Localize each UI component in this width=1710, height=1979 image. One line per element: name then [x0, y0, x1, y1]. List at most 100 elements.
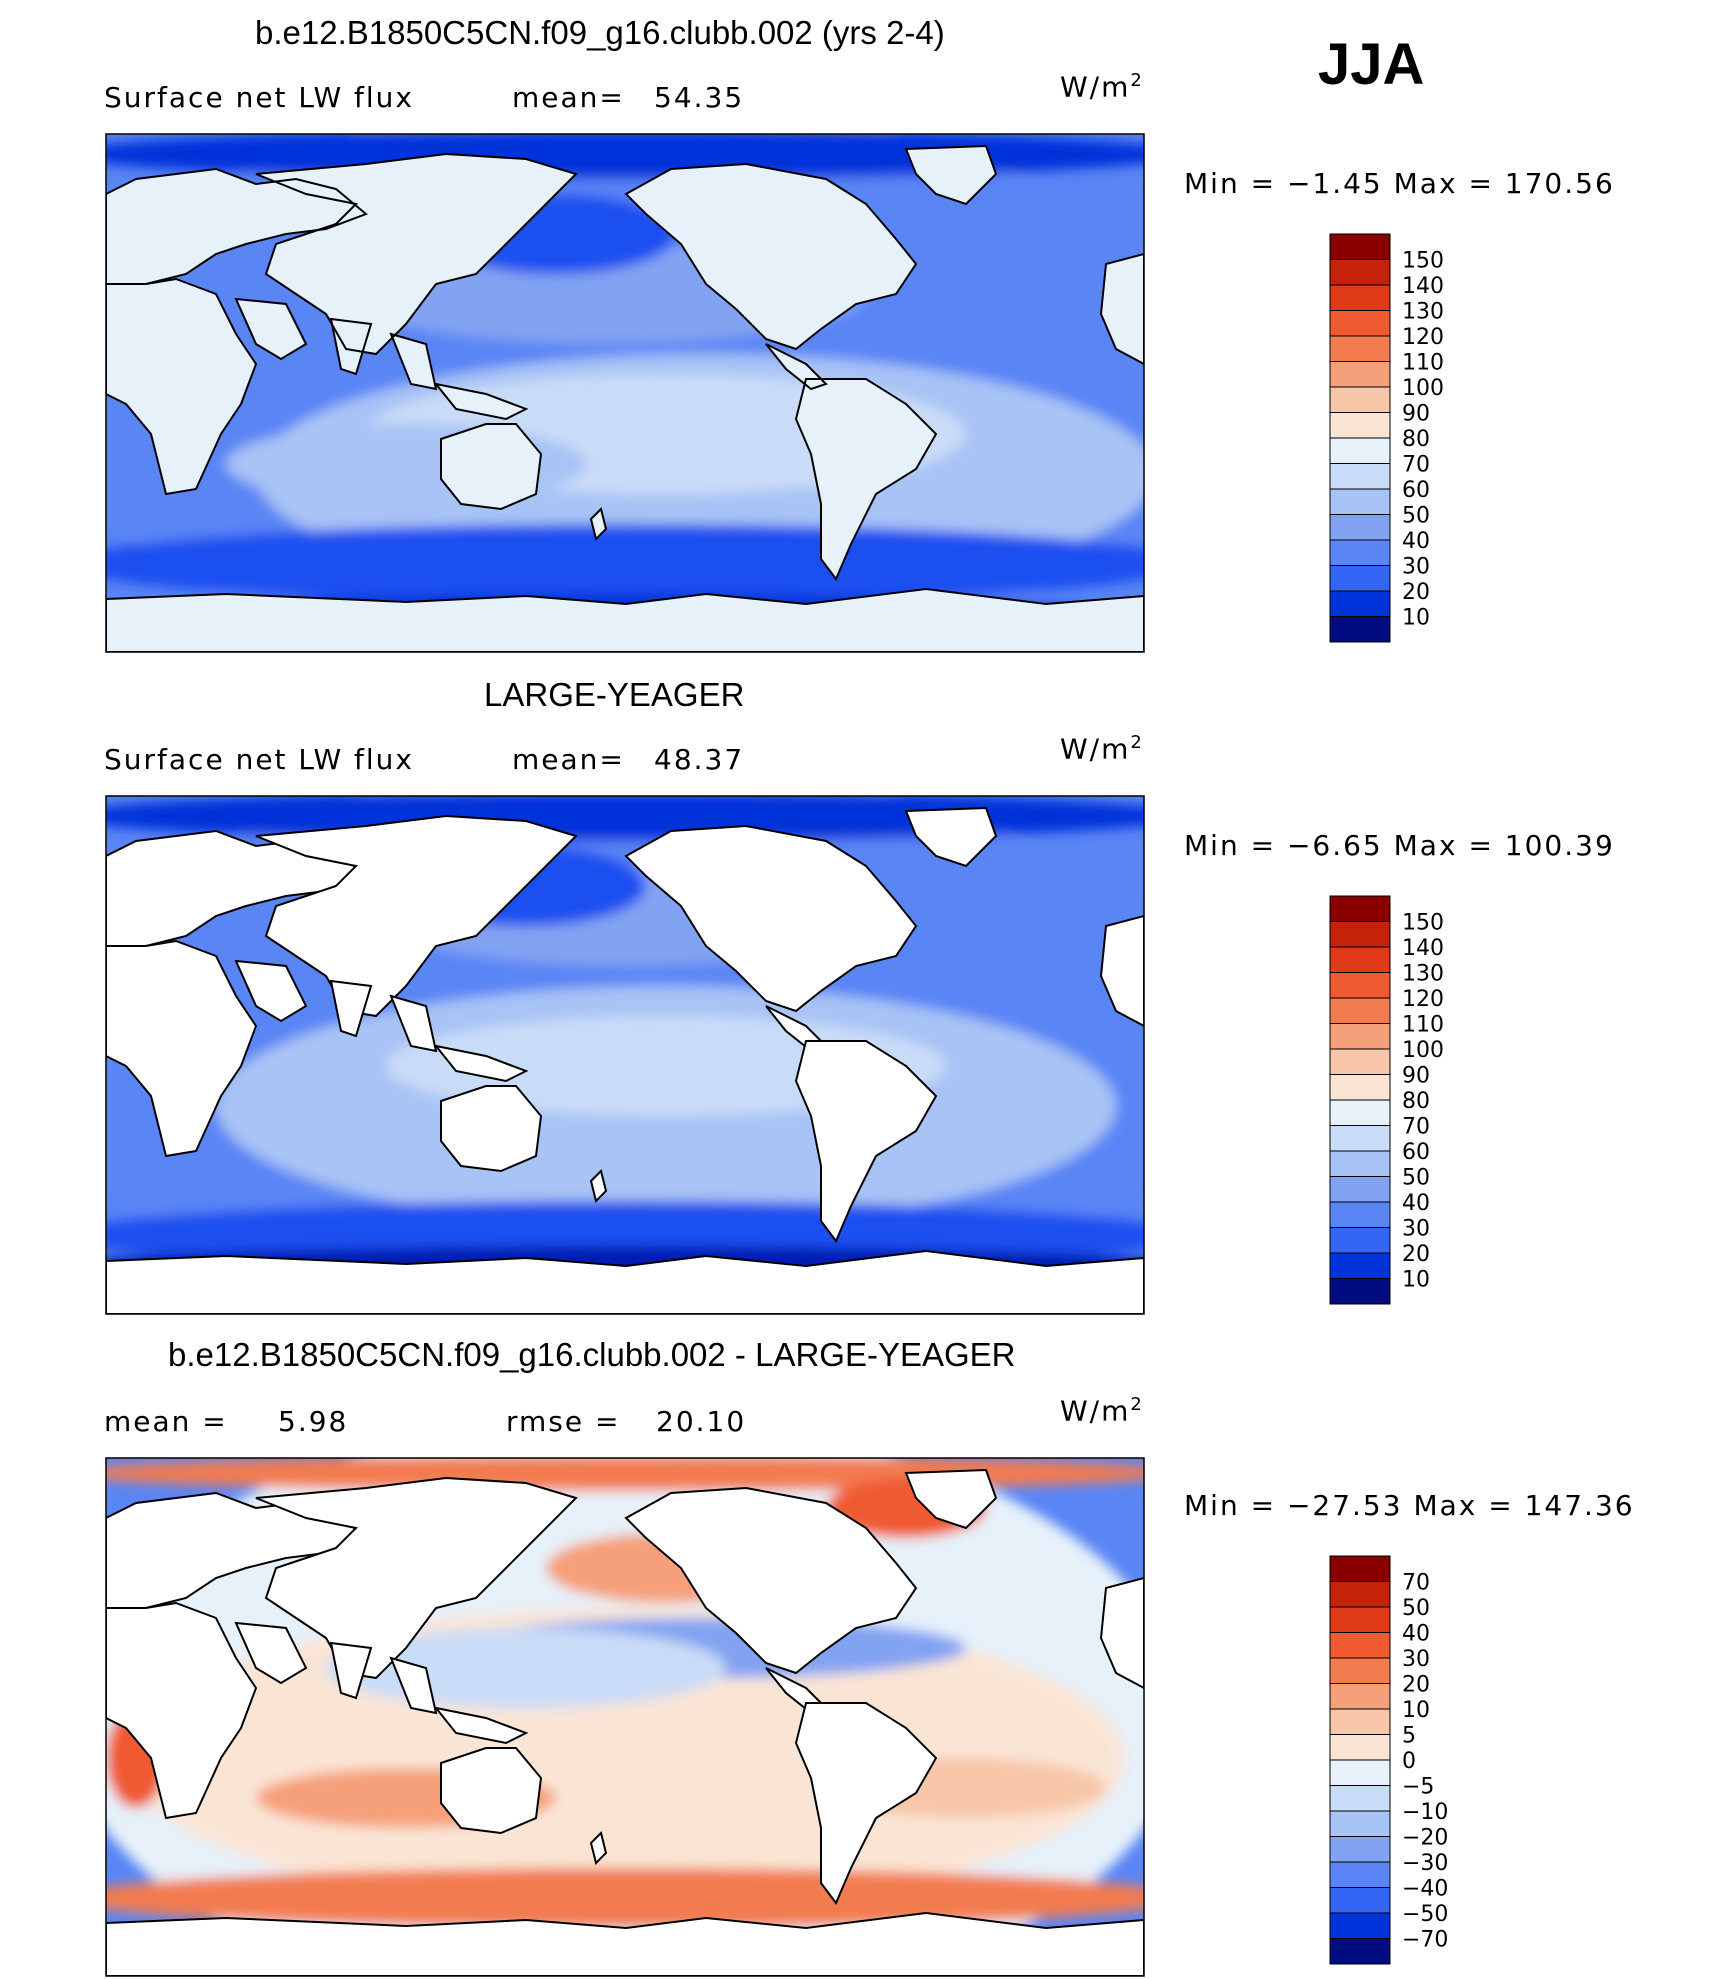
colorbar-label: 40: [1402, 1191, 1430, 1216]
colorbar-label: 50: [1402, 1596, 1430, 1621]
colorbar-box: [1329, 1555, 1391, 1582]
colorbar-box: [1329, 259, 1391, 286]
panel1-units: W/m2: [1060, 70, 1144, 104]
colorbar-box: [1329, 946, 1391, 973]
colorbar-box: [1329, 1708, 1391, 1735]
colorbar-label: 60: [1402, 478, 1430, 503]
panel1-map-frame: [105, 133, 1145, 653]
colorbar-box: [1329, 310, 1391, 337]
colorbar-label: 40: [1402, 529, 1430, 554]
panel1-mean-value: 54.35: [654, 81, 745, 114]
panel2-map: [105, 795, 1145, 1315]
colorbar-label: −5: [1402, 1775, 1434, 1800]
colorbar-box: [1329, 514, 1391, 541]
season-label: JJA: [1318, 32, 1425, 97]
colorbar-box: [1329, 539, 1391, 566]
colorbar-box: [1329, 1657, 1391, 1684]
panel3-units: W/m2: [1060, 1394, 1144, 1428]
colorbar-box: [1329, 1836, 1391, 1863]
colorbar-box: [1329, 1785, 1391, 1812]
panel3-minmax: Min = −27.53 Max = 147.36: [1184, 1489, 1635, 1522]
panel2-mean-value: 48.37: [654, 743, 745, 776]
colorbar-box: [1329, 1201, 1391, 1228]
colorbar-label: 10: [1402, 1268, 1430, 1293]
colorbar-label: 50: [1402, 504, 1430, 529]
colorbar-label: 70: [1402, 453, 1430, 478]
colorbar-label: 30: [1402, 1217, 1430, 1242]
colorbar-box: [1329, 1632, 1391, 1659]
colorbar-box: [1329, 972, 1391, 999]
colorbar-label: −50: [1402, 1902, 1448, 1927]
colorbar-label: 20: [1402, 1673, 1430, 1698]
colorbar-label: 110: [1402, 1013, 1444, 1038]
colorbar-box: [1329, 1606, 1391, 1633]
panel1-title: b.e12.B1850C5CN.f09_g16.clubb.002 (yrs 2…: [255, 14, 945, 51]
colorbar-box: [1329, 1861, 1391, 1888]
colorbar-label: 20: [1402, 580, 1430, 605]
colorbar-box: [1329, 1125, 1391, 1152]
colorbar-box: [1329, 1912, 1391, 1939]
panel2-mean-label: mean=: [512, 743, 625, 776]
colorbar-box: [1329, 1227, 1391, 1254]
colorbar-label: −30: [1402, 1851, 1448, 1876]
colorbar-label: 100: [1402, 1038, 1444, 1063]
colorbar-box: [1329, 1048, 1391, 1075]
panel1-mean-label: mean=: [512, 81, 625, 114]
colorbar-box: [1329, 1683, 1391, 1710]
colorbar-box: [1329, 895, 1391, 922]
colorbar-label: 90: [1402, 402, 1430, 427]
colorbar-box: [1329, 1099, 1391, 1126]
panel2-units: W/m2: [1060, 732, 1144, 766]
panel1-variable-label: Surface net LW flux: [104, 81, 414, 114]
colorbar-label: 90: [1402, 1064, 1430, 1089]
colorbar-box: [1329, 1887, 1391, 1914]
colorbar-box: [1329, 590, 1391, 617]
colorbar-box: [1329, 361, 1391, 388]
panel2-map-frame: [105, 795, 1145, 1315]
colorbar-label: 100: [1402, 376, 1444, 401]
colorbar-box: [1329, 1252, 1391, 1279]
colorbar-box: [1329, 921, 1391, 948]
colorbar-label: 10: [1402, 1698, 1430, 1723]
colorbar-box: [1329, 437, 1391, 464]
colorbar-box: [1329, 1759, 1391, 1786]
colorbar-box: [1329, 1074, 1391, 1101]
panel3-mean-value: 5.98: [278, 1405, 349, 1438]
colorbar-label: 30: [1402, 1647, 1430, 1672]
colorbar-box: [1329, 386, 1391, 413]
colorbar-box: [1329, 284, 1391, 311]
panel3-map: [105, 1457, 1145, 1977]
colorbar-label: 70: [1402, 1571, 1430, 1596]
panel1-map: [105, 133, 1145, 653]
colorbar-box: [1329, 1581, 1391, 1608]
panel3-map-frame: [105, 1457, 1145, 1977]
panel2-title: LARGE-YEAGER: [484, 676, 745, 713]
colorbar-box: [1329, 565, 1391, 592]
colorbar-box: [1329, 488, 1391, 515]
colorbar-label: 40: [1402, 1622, 1430, 1647]
colorbar-box: [1329, 997, 1391, 1024]
panel1-minmax: Min = −1.45 Max = 170.56: [1184, 167, 1615, 200]
colorbar-box: [1329, 1023, 1391, 1050]
colorbar-label: 0: [1402, 1749, 1416, 1774]
colorbar-box: [1329, 1734, 1391, 1761]
colorbar-box: [1329, 616, 1391, 643]
colorbar-label: 150: [1402, 249, 1444, 274]
panel3-rmse-label: rmse =: [506, 1405, 621, 1438]
colorbar-box: [1329, 412, 1391, 439]
colorbar-label: 30: [1402, 555, 1430, 580]
colorbar-label: 60: [1402, 1140, 1430, 1165]
colorbar-label: 50: [1402, 1166, 1430, 1191]
panel2-variable-label: Surface net LW flux: [104, 743, 414, 776]
colorbar-box: [1329, 1150, 1391, 1177]
panel3-title: b.e12.B1850C5CN.f09_g16.clubb.002 - LARG…: [168, 1336, 1016, 1373]
colorbar-box: [1329, 463, 1391, 490]
colorbar-box: [1329, 1278, 1391, 1305]
colorbar-label: 150: [1402, 911, 1444, 936]
colorbar-label: 120: [1402, 325, 1444, 350]
colorbar-box: [1329, 233, 1391, 260]
colorbar-label: 10: [1402, 606, 1430, 631]
